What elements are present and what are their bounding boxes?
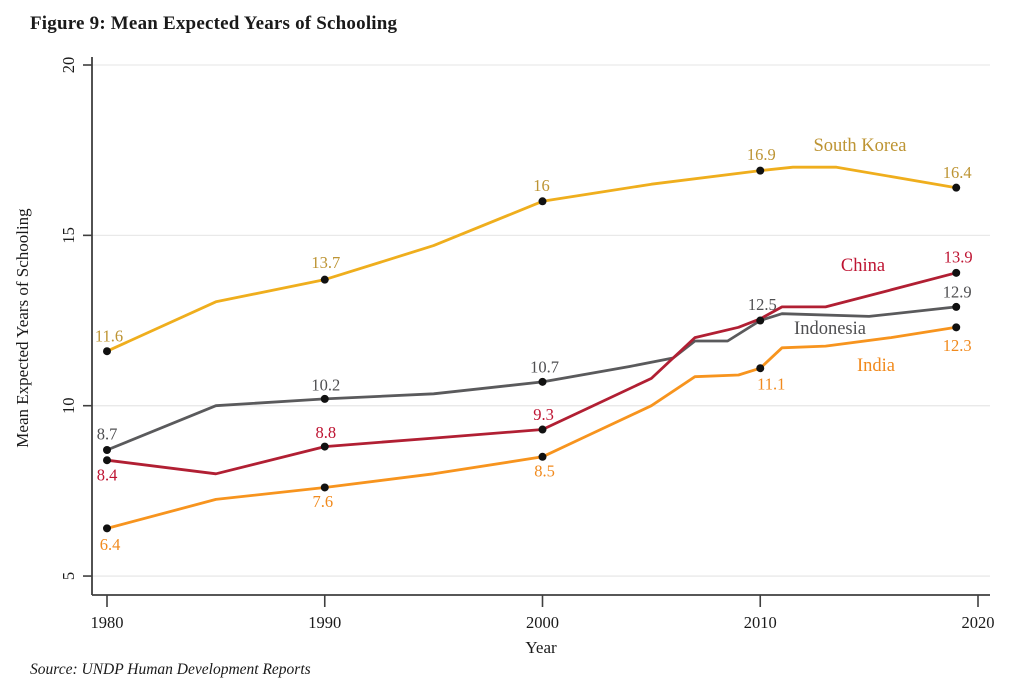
ytick-label-15: 15 xyxy=(59,227,78,244)
x-axis-title: Year xyxy=(525,638,557,657)
data-point-india-1990 xyxy=(320,483,329,492)
data-point-south-korea-2010 xyxy=(756,166,765,175)
data-point-south-korea-2019 xyxy=(952,183,961,192)
data-point-india-2019 xyxy=(952,323,961,332)
data-point-south-korea-1990 xyxy=(320,275,329,284)
data-point-indonesia-1980 xyxy=(103,445,111,454)
y-axis-title: Mean Expected Years of Schooling xyxy=(13,208,32,448)
value-label-south-korea-2019: 16.4 xyxy=(943,163,972,182)
data-point-china-1980 xyxy=(103,456,111,465)
series-line-south-korea xyxy=(105,165,958,353)
value-label-china-2019: 13.9 xyxy=(944,247,973,266)
data-point-indonesia-2010 xyxy=(756,316,765,325)
value-label-india-1990: 7.6 xyxy=(312,492,333,511)
data-point-indonesia-2000 xyxy=(538,377,547,386)
data-point-china-2019 xyxy=(952,268,961,277)
value-label-indonesia-2010: 12.5 xyxy=(748,295,777,314)
value-label-south-korea-1980: 11.6 xyxy=(95,327,123,346)
xtick-label-1980: 1980 xyxy=(91,613,124,632)
xtick-label-2000: 2000 xyxy=(526,613,559,632)
value-label-china-1980: 8.4 xyxy=(97,466,118,485)
series-line-china xyxy=(105,271,958,476)
value-label-south-korea-2000: 16 xyxy=(533,176,550,195)
series-label-south-korea: South Korea xyxy=(814,136,907,156)
series-label-indonesia: Indonesia xyxy=(794,319,866,339)
value-label-india-2010: 11.1 xyxy=(757,375,785,394)
data-point-india-1980 xyxy=(103,524,111,533)
data-point-china-2000 xyxy=(538,425,547,434)
data-point-indonesia-1990 xyxy=(320,394,329,403)
ytick-label-10: 10 xyxy=(59,397,78,414)
data-point-south-korea-2000 xyxy=(538,197,547,206)
data-point-india-2000 xyxy=(538,452,547,461)
ytick-label-5: 5 xyxy=(59,572,78,580)
value-label-indonesia-2000: 10.7 xyxy=(530,357,559,376)
source-note: Source: UNDP Human Development Reports xyxy=(30,661,311,678)
xtick-label-1990: 1990 xyxy=(308,613,341,632)
value-label-china-2000: 9.3 xyxy=(533,405,554,424)
value-label-indonesia-2019: 12.9 xyxy=(943,282,972,301)
series-label-india: India xyxy=(857,356,895,376)
value-label-china-1990: 8.8 xyxy=(315,423,336,442)
data-point-india-2010 xyxy=(756,364,765,373)
data-point-indonesia-2019 xyxy=(952,302,961,311)
xtick-label-2020: 2020 xyxy=(962,613,995,632)
value-label-india-1980: 6.4 xyxy=(100,535,121,554)
value-label-south-korea-2010: 16.9 xyxy=(747,145,776,164)
data-point-south-korea-1980 xyxy=(103,347,111,356)
value-label-india-2000: 8.5 xyxy=(534,461,555,480)
value-label-india-2019: 12.3 xyxy=(943,336,972,355)
ytick-label-20: 20 xyxy=(59,57,78,74)
value-label-south-korea-1990: 13.7 xyxy=(311,253,340,272)
data-point-china-1990 xyxy=(320,442,329,451)
xtick-label-2010: 2010 xyxy=(744,613,777,632)
value-label-indonesia-1990: 10.2 xyxy=(311,375,340,394)
figure-title: Figure 9: Mean Expected Years of Schooli… xyxy=(30,13,398,34)
series-label-china: China xyxy=(841,256,885,276)
series-line-india xyxy=(105,325,958,530)
value-label-indonesia-1980: 8.7 xyxy=(97,424,118,443)
